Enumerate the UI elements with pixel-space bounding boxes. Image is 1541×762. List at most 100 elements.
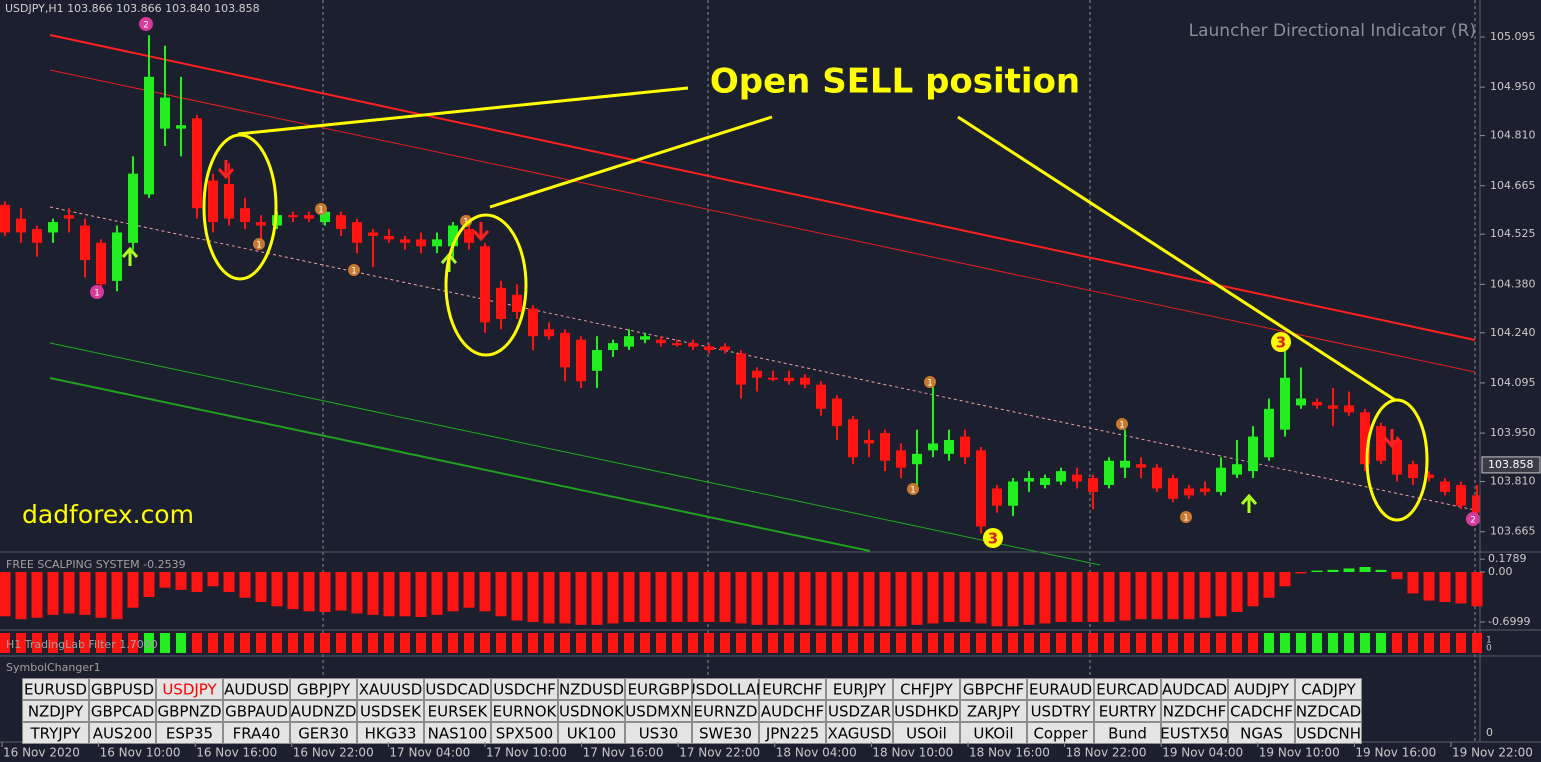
symbol-button[interactable]: XAGUSD [826,722,893,744]
marker-dot [253,238,265,250]
symbol-button[interactable]: EUSTX50 [1160,722,1229,744]
symbol-button[interactable]: ESP35 [156,722,223,744]
symbol-button[interactable]: Bund [1094,722,1161,744]
button-label: GBPAUD [225,703,288,721]
candle-body [1008,481,1018,506]
button-face [424,678,491,700]
symbol-button[interactable]: EURJPY [826,678,893,700]
symbol-button[interactable]: CHFJPY [893,678,960,700]
symbol-button[interactable]: USDSEK [357,700,424,722]
filter-cell [1120,633,1130,653]
symbol-button[interactable]: EURUSD [22,678,89,700]
candle-body [592,350,602,371]
symbol-button[interactable]: USDHKD [893,700,960,722]
histogram-bar [975,572,987,624]
symbol-button[interactable]: AUDCHF [759,700,826,722]
candle-body [1232,464,1242,475]
symbol-button[interactable]: AUDNZD [290,700,357,722]
symbol-button[interactable]: HKG33 [357,722,424,744]
buy-arrow [1240,493,1258,513]
symbol-button[interactable]: AUDCAD [1161,678,1228,700]
current-price-label: 103.858 [1488,458,1534,471]
symbol-button[interactable]: EURSEK [424,700,491,722]
symbol-button[interactable]: EURGBP [625,678,692,700]
symbol-button[interactable]: USDZAR [826,700,893,722]
symbol-button[interactable]: US30 [625,722,692,744]
symbol-button[interactable]: AUDUSD [223,678,290,700]
candle-body [1024,478,1034,482]
symbol-button[interactable]: UKOil [960,722,1027,744]
marker-label: 1 [1183,514,1189,524]
symbol-button[interactable]: EURAUD [1027,678,1094,700]
current-price-box [1481,456,1541,474]
filter-cell [896,633,906,653]
symbol-button[interactable]: NZDCHF [1161,700,1228,722]
symbol-button[interactable]: AUS200 [89,722,156,744]
button-face [491,678,558,700]
symbol-button[interactable]: FRA40 [223,722,290,744]
symbol-button[interactable]: EURTRY [1094,700,1161,722]
candle-body [656,339,666,344]
marker-label: 1 [927,379,933,389]
histogram-bar [0,572,11,617]
symbol-button[interactable]: TRYJPY [22,722,89,744]
symbol-button[interactable]: USOil [893,722,960,744]
symbol-button[interactable]: EURNOK [491,700,558,722]
symbol-button[interactable]: EURCHF [759,678,826,700]
symbol-button[interactable]: XAUUSD [357,678,424,700]
symbol-button[interactable]: SPX500 [491,722,558,744]
symbol-button[interactable]: USDMXN [625,700,692,722]
histogram-bar [863,572,875,627]
histogram-bar [543,572,555,624]
histogram-bar [1167,572,1179,620]
symbol-button[interactable]: EURCAD [1094,678,1161,700]
symbol-button[interactable]: USDTRY [1027,700,1094,722]
filter-cell [1376,633,1386,653]
symbol-button[interactable]: UK100 [558,722,625,744]
symbol-button[interactable]: USDCAD [424,678,491,700]
filter-cell [624,633,634,653]
y-tick-label: 0.00 [1488,565,1513,578]
symbol-button[interactable]: NZDUSD [558,678,625,700]
symbol-button[interactable]: Copper [1027,722,1094,744]
histogram-bar [879,572,891,627]
candle-body [1184,488,1194,496]
symbol-button[interactable]: SWE30 [692,722,759,744]
symbol-button[interactable]: NZDJPY [22,700,89,722]
symbol-button[interactable]: USDCHF [491,678,558,700]
histogram-bar [799,572,811,625]
symbol-button[interactable]: USDOLLAR [685,678,767,700]
filter-cell [1280,633,1290,653]
symbol-button[interactable]: CADJPY [1295,678,1362,700]
histogram-bar [1375,569,1387,572]
symbol-button[interactable]: GBPUSD [89,678,156,700]
button-face [223,678,290,700]
symbol-button[interactable]: EURNZD [692,700,759,722]
symbol-button[interactable]: JPN225 [759,722,826,744]
filter-cell [96,633,106,653]
symbol-button[interactable]: NGAS [1228,722,1295,744]
filter-cell [0,633,10,653]
symbol-button[interactable]: GBPAUD [223,700,290,722]
symbol-button[interactable]: GBPJPY [290,678,357,700]
symbol-button[interactable]: GBPCAD [89,700,156,722]
candle-body [864,440,874,444]
symbol-button[interactable]: GER30 [290,722,357,744]
symbol-button[interactable]: NZDCAD [1295,700,1362,722]
symbol-button[interactable]: NAS100 [424,722,491,744]
histogram-bar [623,572,635,622]
candle-body [544,329,554,337]
histogram-bar [1295,572,1307,574]
symbol-button[interactable]: GBPNZD [156,700,223,722]
candle-body [784,377,794,382]
symbol-button[interactable]: USDCNH [1295,722,1362,744]
symbol-button[interactable]: ZARJPY [960,700,1027,722]
symbol-button[interactable]: GBPCHF [960,678,1027,700]
symbol-button[interactable]: AUDJPY [1228,678,1295,700]
symbol-button[interactable]: USDNOK [558,700,626,722]
symbol-button[interactable]: CADCHF [1228,700,1295,722]
filter-cell [1328,633,1338,653]
symbol-button[interactable]: USDJPY [156,678,223,700]
x-tick-label: 19 Nov 16:00 [1355,746,1436,760]
